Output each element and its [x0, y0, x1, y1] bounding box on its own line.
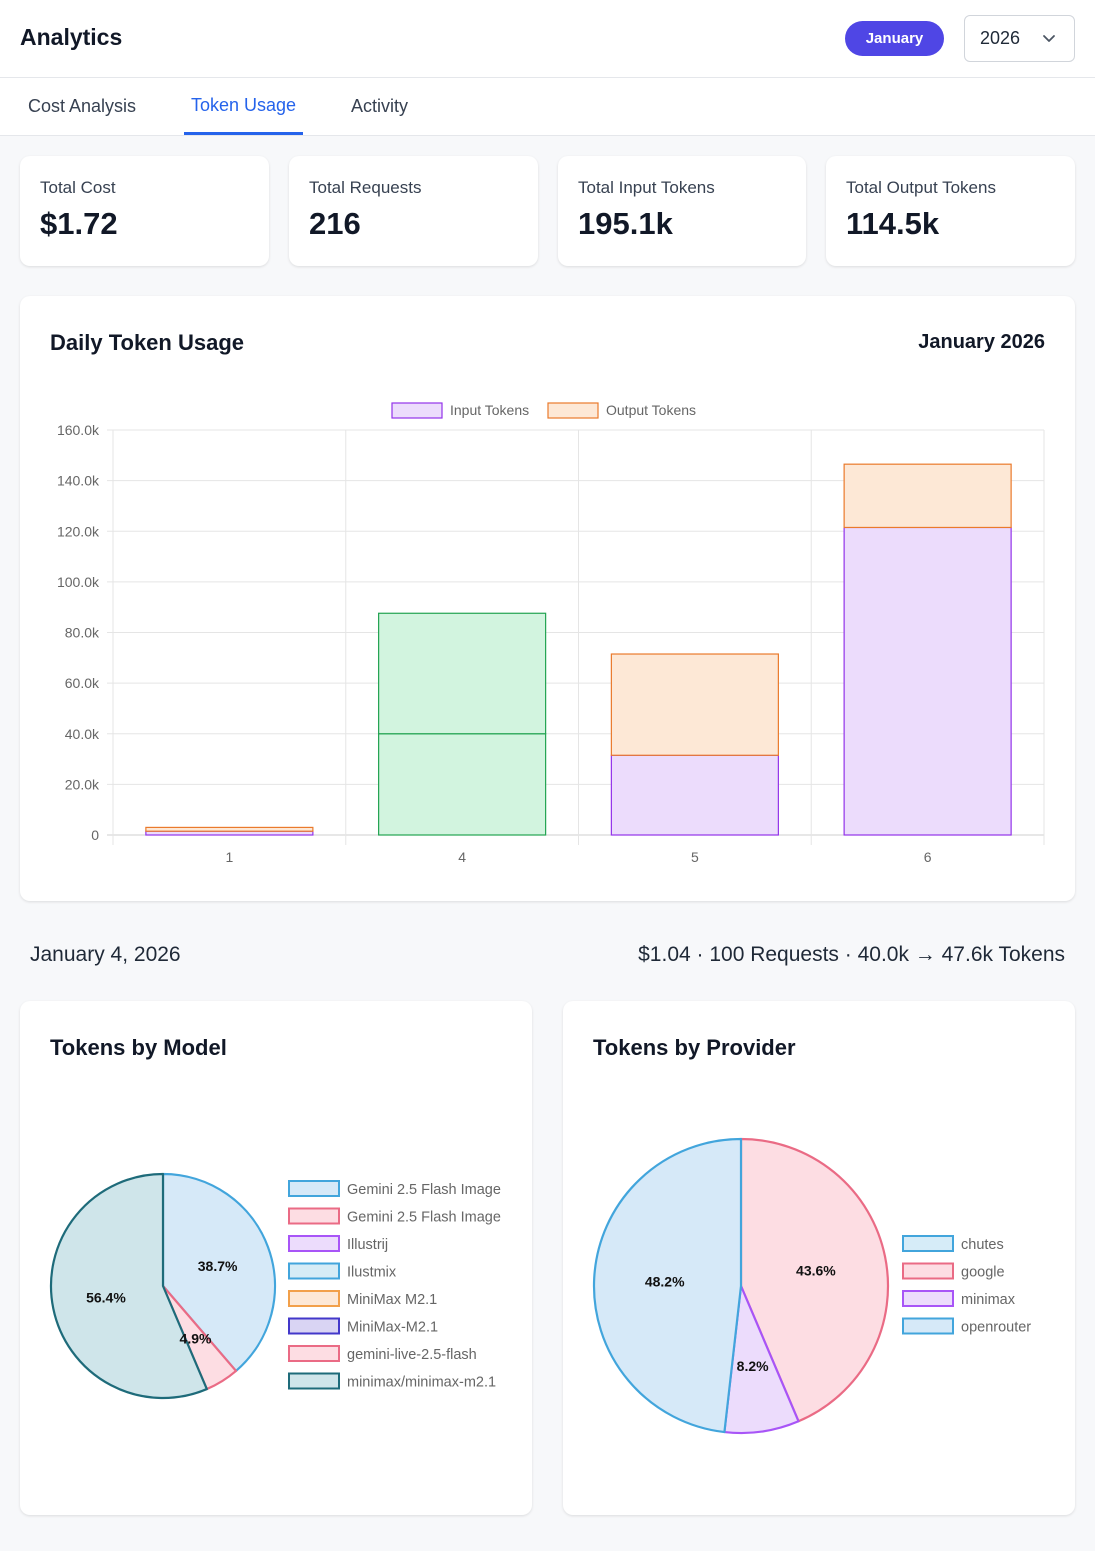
year-select-value: 2026	[980, 28, 1021, 48]
y-tick-label: 80.0k	[65, 625, 100, 641]
provider-legend-label[interactable]: minimax	[961, 1292, 1016, 1308]
stat-value: $1.72	[40, 206, 118, 241]
model-legend-swatch[interactable]	[288, 1317, 340, 1335]
bar-input-tokens-day-4[interactable]	[378, 733, 547, 836]
tokens-by-model-pie-chart[interactable]: 38.7% 4.9% 56.4% Gemini 2.5 Flash Image Gemi…	[20, 1001, 532, 1515]
app-header: Analytics January 2026	[0, 0, 1095, 78]
model-slice-7[interactable]	[49, 1172, 208, 1400]
model-legend-swatch[interactable]	[288, 1207, 340, 1225]
selected-day-summary: $1.04 · 100 Requests · 40.0k → 47.6k Tok…	[638, 943, 1065, 966]
bar-output-tokens-day-5[interactable]	[610, 653, 779, 756]
legend-label[interactable]: Input Tokens	[450, 402, 529, 418]
x-tick-label: 6	[924, 849, 932, 865]
provider-legend-label[interactable]: google	[961, 1265, 1005, 1281]
x-tick-label: 1	[225, 849, 233, 865]
daily-token-bar-chart[interactable]: Input Tokens Output Tokens 0 20.0k 40.0k 60.…	[20, 296, 1075, 901]
daily-token-usage-card: Daily Token Usage January 2026 Input Tok…	[20, 296, 1075, 901]
daily-chart-title: Daily Token Usage	[50, 330, 244, 355]
y-tick-label: 100.0k	[57, 574, 100, 590]
provider-legend-swatch[interactable]	[902, 1235, 954, 1252]
tokens-by-provider-card: Tokens by Provider 43.6% 8.2% 48.2% chutes g…	[563, 1001, 1075, 1515]
model-legend-swatch[interactable]	[288, 1345, 340, 1362]
y-tick-label: 60.0k	[65, 675, 100, 691]
y-tick-label: 40.0k	[65, 726, 100, 742]
provider-legend-label[interactable]: chutes	[961, 1237, 1004, 1253]
model-legend-swatch[interactable]	[288, 1372, 340, 1390]
month-selector-button[interactable]: January	[845, 21, 944, 56]
tab-token-usage[interactable]: Token Usage	[184, 78, 303, 135]
model-legend-label[interactable]: Gemini 2.5 Flash Image	[347, 1182, 501, 1198]
bar-input-tokens-day-6[interactable]	[843, 526, 1012, 836]
model-legend-label[interactable]: Gemini 2.5 Flash Image	[347, 1210, 501, 1226]
provider-legend-swatch[interactable]	[902, 1317, 954, 1335]
x-tick-label: 4	[458, 849, 466, 865]
stat-card-total-cost: Total Cost $1.72	[20, 156, 269, 266]
legend-swatch[interactable]	[391, 402, 443, 419]
stat-value: 114.5k	[846, 206, 940, 241]
y-tick-label: 0	[91, 827, 99, 843]
bar-input-tokens-day-5[interactable]	[610, 754, 779, 836]
model-legend-label[interactable]: minimax/minimax-m2.1	[347, 1375, 496, 1391]
stat-label: Total Requests	[309, 178, 422, 197]
model-legend-swatch[interactable]	[288, 1180, 340, 1197]
provider-legend-label[interactable]: openrouter	[961, 1320, 1031, 1336]
chevron-down-icon	[1043, 35, 1055, 42]
provider-chart-title: Tokens by Provider	[593, 1035, 796, 1060]
provider-slice-label: 43.6%	[796, 1263, 836, 1279]
selected-day-title: January 4, 2026	[30, 943, 181, 966]
model-chart-title: Tokens by Model	[50, 1035, 227, 1060]
bar-output-tokens-day-6[interactable]	[843, 463, 1012, 529]
model-slice-label: 56.4%	[86, 1290, 126, 1306]
provider-legend-swatch[interactable]	[902, 1262, 954, 1280]
tokens-by-provider-pie-chart[interactable]: 43.6% 8.2% 48.2% chutes google minimax openrou…	[563, 1001, 1075, 1515]
provider-slice-3[interactable]	[592, 1137, 743, 1434]
stat-value: 195.1k	[578, 206, 673, 241]
stat-label: Total Output Tokens	[846, 178, 996, 197]
provider-legend-swatch[interactable]	[902, 1290, 954, 1307]
model-legend-swatch[interactable]	[288, 1262, 340, 1280]
model-legend-label[interactable]: MiniMax M2.1	[347, 1292, 437, 1308]
page-title: Analytics	[20, 24, 123, 50]
provider-slice-1[interactable]	[739, 1137, 890, 1423]
model-legend-label[interactable]: MiniMax-M2.1	[347, 1320, 438, 1336]
stat-card-total-requests: Total Requests 216	[289, 156, 538, 266]
model-slice-label: 4.9%	[180, 1330, 212, 1346]
y-tick-label: 20.0k	[65, 776, 100, 792]
model-slice-0[interactable]	[161, 1172, 277, 1373]
tab-bar: Cost Analysis Token Usage Activity	[0, 78, 1095, 136]
y-tick-label: 160.0k	[57, 422, 100, 438]
tokens-by-model-card: Tokens by Model 38.7% 4.9% 56.4% Gemini 2.5…	[20, 1001, 532, 1515]
tab-activity[interactable]: Activity	[350, 96, 408, 116]
stat-card-total-input-tokens: Total Input Tokens 195.1k	[558, 156, 806, 266]
stat-card-total-output-tokens: Total Output Tokens 114.5k	[826, 156, 1075, 266]
daily-chart-period: January 2026	[918, 331, 1045, 353]
model-legend-label[interactable]: Ilustmix	[347, 1265, 397, 1281]
year-select[interactable]: 2026	[964, 15, 1075, 62]
stat-label: Total Input Tokens	[578, 178, 715, 197]
stat-value: 216	[309, 206, 361, 241]
provider-slice-label: 8.2%	[737, 1358, 769, 1374]
tab-cost-analysis[interactable]: Cost Analysis	[27, 96, 137, 116]
provider-slice-label: 48.2%	[645, 1274, 685, 1290]
model-legend-label[interactable]: gemini-live-2.5-flash	[347, 1347, 477, 1363]
legend-swatch[interactable]	[547, 402, 599, 419]
y-tick-label: 140.0k	[57, 473, 100, 489]
stat-label: Total Cost	[40, 178, 116, 197]
x-tick-label: 5	[691, 849, 699, 865]
legend-label[interactable]: Output Tokens	[606, 402, 696, 418]
bar-output-tokens-day-1[interactable]	[145, 826, 314, 832]
bar-output-tokens-day-4[interactable]	[378, 612, 547, 735]
model-legend-label[interactable]: Illustrij	[347, 1237, 388, 1253]
model-slice-label: 38.7%	[198, 1258, 238, 1274]
model-legend-swatch[interactable]	[288, 1290, 340, 1307]
y-tick-label: 120.0k	[57, 523, 100, 539]
model-legend-swatch[interactable]	[288, 1235, 340, 1252]
